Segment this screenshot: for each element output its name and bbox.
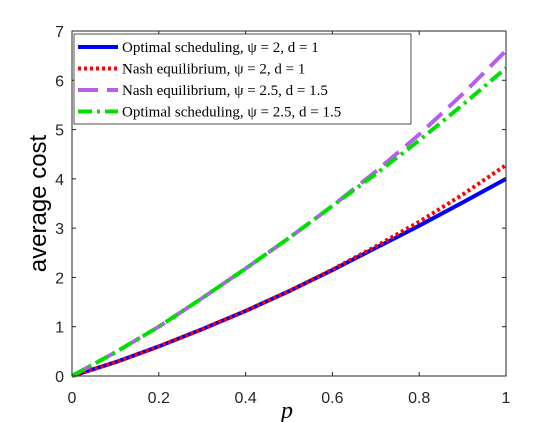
y-tick-label: 5 [55,123,64,140]
legend: Optimal scheduling, ψ = 2, d = 1 Nash equ… [73,33,412,125]
series-line-0 [71,177,507,378]
x-axis-label: p [279,398,293,422]
legend-label-3: Optimal scheduling, ψ = 2.5, d = 1.5 [122,105,341,121]
legend-label-2: Nash equilibrium, ψ = 2.5, d = 1.5 [122,83,328,99]
y-tick-label: 4 [55,172,64,189]
y-tick-label: 6 [55,73,64,90]
series-layer [71,49,508,378]
y-tick-label: 1 [55,320,64,337]
plot-frame [71,30,507,377]
y-axis-label: average cost [25,134,52,272]
x-tick-label: 0.6 [321,390,343,407]
x-tick-label: 0 [68,390,77,407]
x-tick-label: 1 [502,390,511,407]
series-line-2 [71,49,508,378]
y-tick-label: 0 [55,369,64,386]
legend-label-1: Nash equilibrium, ψ = 2, d = 1 [122,62,305,78]
legend-label-0: Optimal scheduling, ψ = 2, d = 1 [122,40,319,56]
x-tick-label: 0.4 [234,390,256,407]
series-line-1 [71,163,508,378]
legend-box [73,33,412,125]
series-line-3 [71,66,508,378]
x-tick-label: 0.8 [408,390,430,407]
x-tick-label: 0.2 [148,390,170,407]
y-tick-label: 2 [55,270,64,287]
y-tick-label: 3 [55,221,64,238]
y-tick-label: 7 [55,24,64,41]
tick-layer: 0 0.2 0.4 0.6 0.8 1 0 1 2 3 4 5 6 7 [55,24,510,407]
